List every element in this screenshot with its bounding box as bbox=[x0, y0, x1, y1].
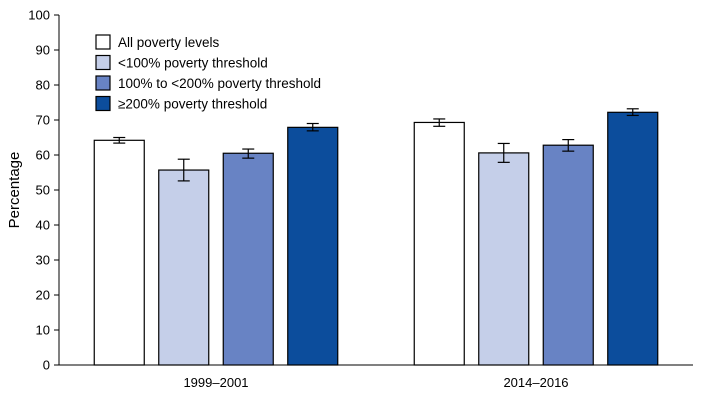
y-tick-label: 20 bbox=[36, 288, 50, 303]
y-tick-label: 40 bbox=[36, 218, 50, 233]
error-bars bbox=[113, 108, 639, 182]
y-tick-label: 100 bbox=[28, 8, 50, 23]
legend-swatch bbox=[95, 34, 111, 50]
bar bbox=[287, 126, 339, 366]
bar bbox=[413, 121, 465, 366]
y-axis-title: Percentage bbox=[6, 152, 23, 229]
bars bbox=[93, 111, 659, 366]
y-tick-label: 70 bbox=[36, 113, 50, 128]
y-tick-label: 60 bbox=[36, 148, 50, 163]
y-tick-label: 10 bbox=[36, 323, 50, 338]
bar bbox=[222, 152, 274, 366]
bar bbox=[93, 139, 145, 366]
legend-label: All poverty levels bbox=[118, 35, 220, 50]
y-tick-label: 90 bbox=[36, 43, 50, 58]
x-category-label: 2014–2016 bbox=[503, 375, 568, 390]
bar bbox=[542, 144, 594, 366]
legend-label: 100% to <200% poverty threshold bbox=[118, 76, 321, 91]
legend-label: <100% poverty threshold bbox=[118, 56, 268, 71]
y-axis: 0 10 20 30 40 50 60 70 80 90 100 bbox=[28, 8, 60, 373]
bar bbox=[607, 111, 659, 366]
legend: All poverty levels <100% poverty threshol… bbox=[95, 34, 321, 112]
legend-swatch bbox=[95, 95, 111, 112]
bar bbox=[158, 169, 210, 366]
x-category-label: 1999–2001 bbox=[183, 375, 248, 390]
y-tick-label: 50 bbox=[36, 183, 50, 198]
y-tick-label: 0 bbox=[43, 358, 50, 373]
x-axis: 1999–2001 2014–2016 bbox=[59, 364, 693, 390]
y-tick-label: 30 bbox=[36, 253, 50, 268]
legend-swatch bbox=[95, 75, 111, 91]
legend-swatch bbox=[95, 54, 111, 71]
legend-label: ≥200% poverty threshold bbox=[118, 97, 267, 112]
y-tick-label: 80 bbox=[36, 78, 50, 93]
bar bbox=[478, 152, 530, 366]
